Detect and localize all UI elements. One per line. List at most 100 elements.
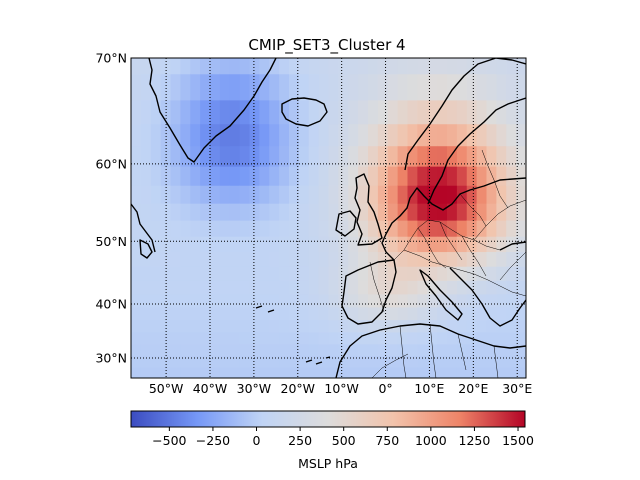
latitude-label: 50°N <box>95 234 127 249</box>
heat-cell <box>407 266 418 281</box>
heat-cell <box>387 343 399 357</box>
heat-cell <box>397 99 409 125</box>
heat-cell <box>298 166 310 186</box>
colorbar-ticks: −500 −250 0 250 500 750 1000 1250 1500 <box>152 427 534 448</box>
heat-cell <box>170 280 181 295</box>
heat-cell <box>417 58 428 75</box>
heat-cell <box>150 203 162 221</box>
heat-cell <box>259 319 270 333</box>
heat-cell <box>239 185 251 204</box>
heat-cell <box>298 306 310 321</box>
heat-cell <box>249 58 260 75</box>
heat-cell <box>427 236 438 253</box>
heat-cell <box>407 145 418 167</box>
heat-cell <box>506 185 517 204</box>
heat-cell <box>417 366 428 378</box>
heat-cell <box>308 220 320 237</box>
heat-cell <box>140 280 152 295</box>
heat-cell <box>229 236 241 253</box>
heat-cell <box>417 166 428 186</box>
heat-cell <box>289 73 300 101</box>
heat-cell <box>417 145 428 167</box>
heat-cell <box>496 236 507 253</box>
heat-cell <box>348 99 359 125</box>
heat-cell <box>496 306 507 321</box>
heat-cell <box>407 203 418 221</box>
heat-cell <box>229 293 241 308</box>
heat-cell <box>486 220 497 237</box>
heat-cell <box>289 280 300 295</box>
heat-cell <box>279 145 290 167</box>
heat-cell <box>407 355 418 368</box>
heat-cell <box>387 331 399 345</box>
heat-cell <box>447 293 458 308</box>
heat-cell <box>417 331 428 345</box>
heat-cell <box>407 293 418 308</box>
heat-cell <box>506 293 517 308</box>
heat-cell <box>437 251 448 267</box>
heat-cell <box>437 331 448 345</box>
heat-cell <box>180 99 191 125</box>
heat-cell <box>368 236 379 253</box>
heat-cell <box>131 145 142 167</box>
heat-cell <box>180 220 191 237</box>
heat-cell <box>180 123 191 147</box>
heat-cell <box>269 293 280 308</box>
heat-cell <box>200 145 211 167</box>
heat-cell <box>269 145 280 167</box>
heat-cell <box>140 331 152 345</box>
heat-cell <box>377 319 389 333</box>
heat-cell <box>239 58 251 75</box>
heat-cell <box>200 343 211 357</box>
heat-cell <box>131 355 142 368</box>
heat-cell <box>229 319 241 333</box>
heat-cell <box>298 355 310 368</box>
heat-cell <box>170 185 181 204</box>
heat-cell <box>417 73 428 101</box>
heat-cell <box>456 331 468 345</box>
heat-cell <box>308 203 320 221</box>
heat-cell <box>298 293 310 308</box>
heat-cell <box>140 185 152 204</box>
heat-cell <box>229 185 241 204</box>
heat-cell <box>190 331 201 345</box>
heat-cell <box>358 203 369 221</box>
heat-cell <box>516 331 526 345</box>
heat-cell <box>338 203 349 221</box>
longitude-label: 10°E <box>414 381 444 396</box>
heat-cell <box>377 123 389 147</box>
heat-cell <box>377 331 389 345</box>
heat-cell <box>318 366 330 378</box>
heat-cell <box>486 306 497 321</box>
heat-cell <box>368 166 379 186</box>
heat-cell <box>417 293 428 308</box>
heat-cell <box>476 99 488 125</box>
heat-cell <box>259 145 270 167</box>
heat-cell <box>318 280 330 295</box>
heat-cell <box>328 236 339 253</box>
heat-cell <box>447 185 458 204</box>
heat-cell <box>417 220 428 237</box>
heat-cell <box>190 203 201 221</box>
heat-cell <box>229 58 241 75</box>
heat-cell <box>289 355 300 368</box>
heat-cell <box>298 58 310 75</box>
heat-cell <box>150 319 162 333</box>
heat-cell <box>150 331 162 345</box>
heat-cell <box>170 99 181 125</box>
heat-cell <box>269 58 280 75</box>
heat-cell <box>210 99 221 125</box>
iberia-coast <box>341 259 397 325</box>
heat-cell <box>338 343 349 357</box>
heat-cell <box>456 251 468 267</box>
heat-cell <box>170 266 181 281</box>
heat-cell <box>348 331 359 345</box>
heat-cell <box>229 251 241 267</box>
heat-cell <box>298 343 310 357</box>
country-borders <box>369 149 526 378</box>
heat-cell <box>239 145 251 167</box>
heat-cell <box>239 319 251 333</box>
heat-cell <box>417 306 428 321</box>
heat-cell <box>516 306 526 321</box>
heat-cell <box>328 123 339 147</box>
